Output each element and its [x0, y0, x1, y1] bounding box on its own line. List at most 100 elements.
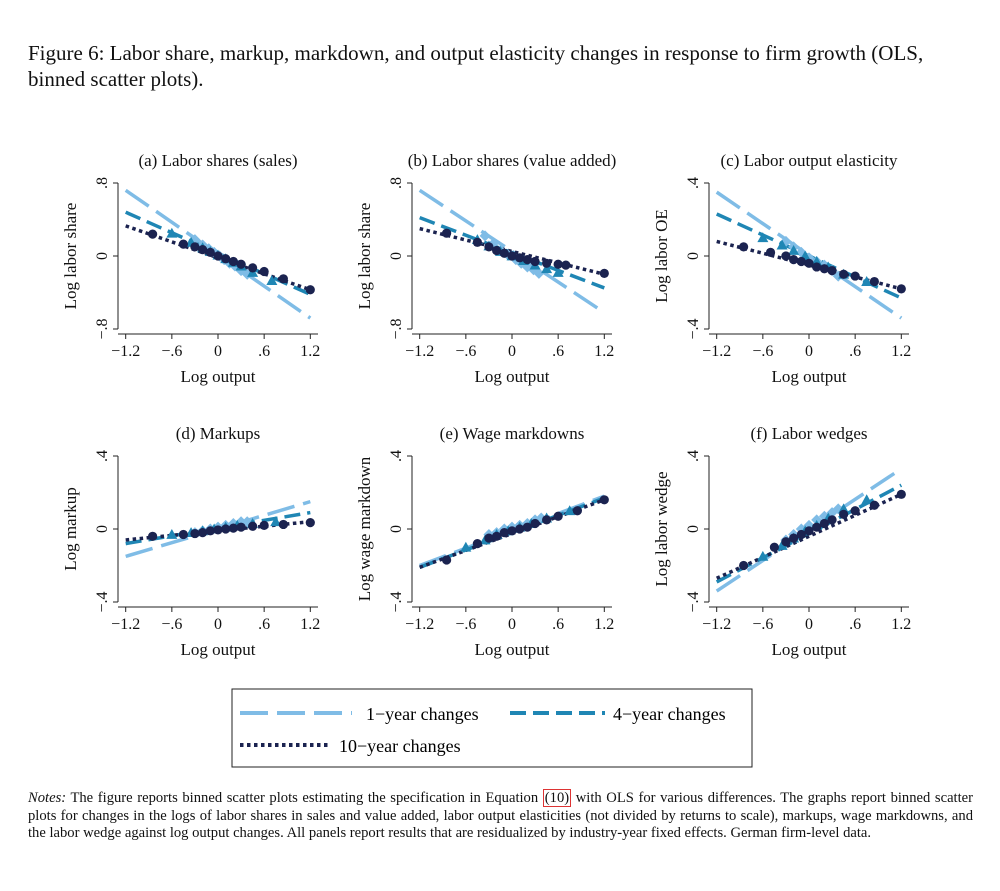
point-10-year	[148, 229, 158, 239]
y-tick-label: −.4	[388, 591, 405, 612]
panel-title: (b) Labor shares (value added)	[408, 151, 617, 170]
chart-panels: (a) Labor shares (sales) −1.2 −.6 0 .6 1.2 −.8…	[61, 151, 911, 659]
panel-title: (d) Markups	[176, 424, 261, 443]
point-10-year	[869, 500, 879, 510]
point-4-year	[541, 263, 553, 274]
point-4-year	[166, 227, 178, 238]
y-tick-label: .8	[388, 177, 405, 189]
point-10-year	[850, 506, 860, 516]
point-10-year	[819, 264, 829, 274]
point-4-year	[266, 275, 278, 286]
x-tick-label: 0	[508, 343, 516, 360]
y-tick-label: 0	[94, 525, 111, 533]
x-tick-label: 1.2	[594, 343, 614, 360]
x-tick-label: .6	[552, 616, 564, 633]
point-10-year	[472, 237, 482, 247]
panel-a-labor-shares-sales: (a) Labor shares (sales) −1.2 −.6 0 .6 1.2 −.8…	[61, 151, 320, 386]
x-tick-label: 1.2	[891, 343, 911, 360]
point-10-year	[259, 520, 269, 530]
point-10-year	[442, 228, 452, 238]
point-10-year	[542, 515, 552, 525]
point-10-year	[221, 254, 231, 264]
panel-title: (e) Wage markdowns	[440, 424, 585, 443]
x-tick-label: −.6	[752, 343, 773, 360]
point-10-year	[812, 262, 822, 272]
x-tick-label: .6	[258, 616, 270, 633]
notes-label: Notes:	[28, 790, 67, 806]
y-tick-label: −.4	[685, 591, 702, 612]
point-10-year	[228, 256, 238, 267]
equation-reference-link[interactable]: (10)	[542, 789, 572, 807]
point-10-year	[515, 524, 525, 534]
y-axis-label: Log labor share	[355, 203, 374, 310]
point-10-year	[804, 526, 814, 536]
point-10-year	[190, 528, 200, 539]
point-4-year	[757, 550, 769, 561]
point-10-year	[869, 276, 879, 287]
fit-line-ten-year	[715, 492, 903, 580]
point-10-year	[213, 525, 223, 535]
point-10-year	[205, 526, 215, 536]
panel-c-labor-output-elasticity: (c) Labor output elasticity −1.2 −.6 0 .6 1.2…	[652, 151, 911, 386]
x-axis-label: Log output	[180, 367, 255, 386]
y-tick-label: 0	[685, 525, 702, 533]
point-10-year	[492, 245, 502, 256]
y-tick-label: 0	[388, 252, 405, 260]
y-tick-label: .4	[685, 450, 702, 462]
y-axis-label: Log labor share	[61, 203, 80, 310]
point-10-year	[515, 253, 525, 263]
panel-title: (f) Labor wedges	[750, 424, 867, 443]
figure-title: Figure 6: Labor share, markup, markdown,…	[28, 41, 924, 91]
point-4-year	[552, 266, 564, 277]
point-10-year	[850, 271, 860, 281]
y-tick-label: .4	[388, 450, 405, 462]
x-tick-label: .6	[258, 343, 270, 360]
point-10-year	[499, 248, 509, 258]
point-10-year	[530, 518, 540, 529]
x-tick-label: −.6	[455, 616, 476, 633]
x-tick-label: −.6	[161, 616, 182, 633]
y-tick-label: 0	[685, 252, 702, 260]
legend-box	[231, 688, 753, 768]
point-4-year	[270, 516, 282, 527]
point-4-year	[776, 539, 788, 550]
panel-title: (a) Labor shares (sales)	[138, 151, 297, 170]
notes-text-before: The figure reports binned scatter plots …	[66, 790, 543, 806]
x-tick-label: −.6	[161, 343, 182, 360]
point-10-year	[599, 495, 609, 505]
point-10-year	[765, 247, 776, 257]
y-axis-label: Log markup	[61, 487, 80, 571]
point-10-year	[839, 269, 849, 279]
point-10-year	[248, 263, 258, 273]
point-10-year	[190, 242, 200, 252]
notes-text-after: with OLS for various differences. The gr…	[28, 790, 973, 841]
panel-d-markups: (d) Markups −1.2 −.6 0 .6 1.2 −.4 0 .4 Log output…	[61, 424, 320, 659]
x-tick-label: −.6	[455, 343, 476, 360]
legend-label-4-year: 4−year changes	[613, 704, 726, 724]
x-tick-label: 1.2	[594, 616, 614, 633]
x-tick-label: 0	[214, 616, 222, 633]
point-1-year	[479, 230, 491, 242]
y-tick-label: .4	[685, 177, 702, 189]
point-10-year	[442, 555, 452, 565]
point-10-year	[178, 529, 188, 540]
point-10-year	[278, 274, 288, 284]
point-10-year	[198, 245, 208, 255]
panel-title: (c) Labor output elasticity	[720, 151, 898, 170]
point-4-year	[166, 528, 178, 539]
point-10-year	[572, 506, 582, 516]
point-10-year	[789, 255, 799, 265]
point-4-year	[776, 239, 788, 250]
x-tick-label: −1.2	[111, 343, 140, 360]
point-10-year	[305, 285, 315, 295]
point-10-year	[542, 258, 552, 268]
point-10-year	[561, 260, 571, 270]
point-10-year	[228, 523, 238, 533]
y-tick-label: −.8	[94, 318, 111, 339]
y-tick-label: −.4	[685, 318, 702, 339]
point-10-year	[236, 259, 246, 269]
legend: 1−year changes 4−year changes 10−year ch…	[231, 688, 753, 768]
y-axis-label: Log wage markdown	[355, 456, 374, 601]
x-tick-label: 0	[508, 616, 516, 633]
